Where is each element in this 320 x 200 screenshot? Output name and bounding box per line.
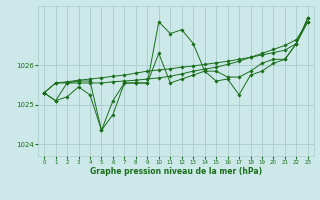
X-axis label: Graphe pression niveau de la mer (hPa): Graphe pression niveau de la mer (hPa) bbox=[90, 167, 262, 176]
